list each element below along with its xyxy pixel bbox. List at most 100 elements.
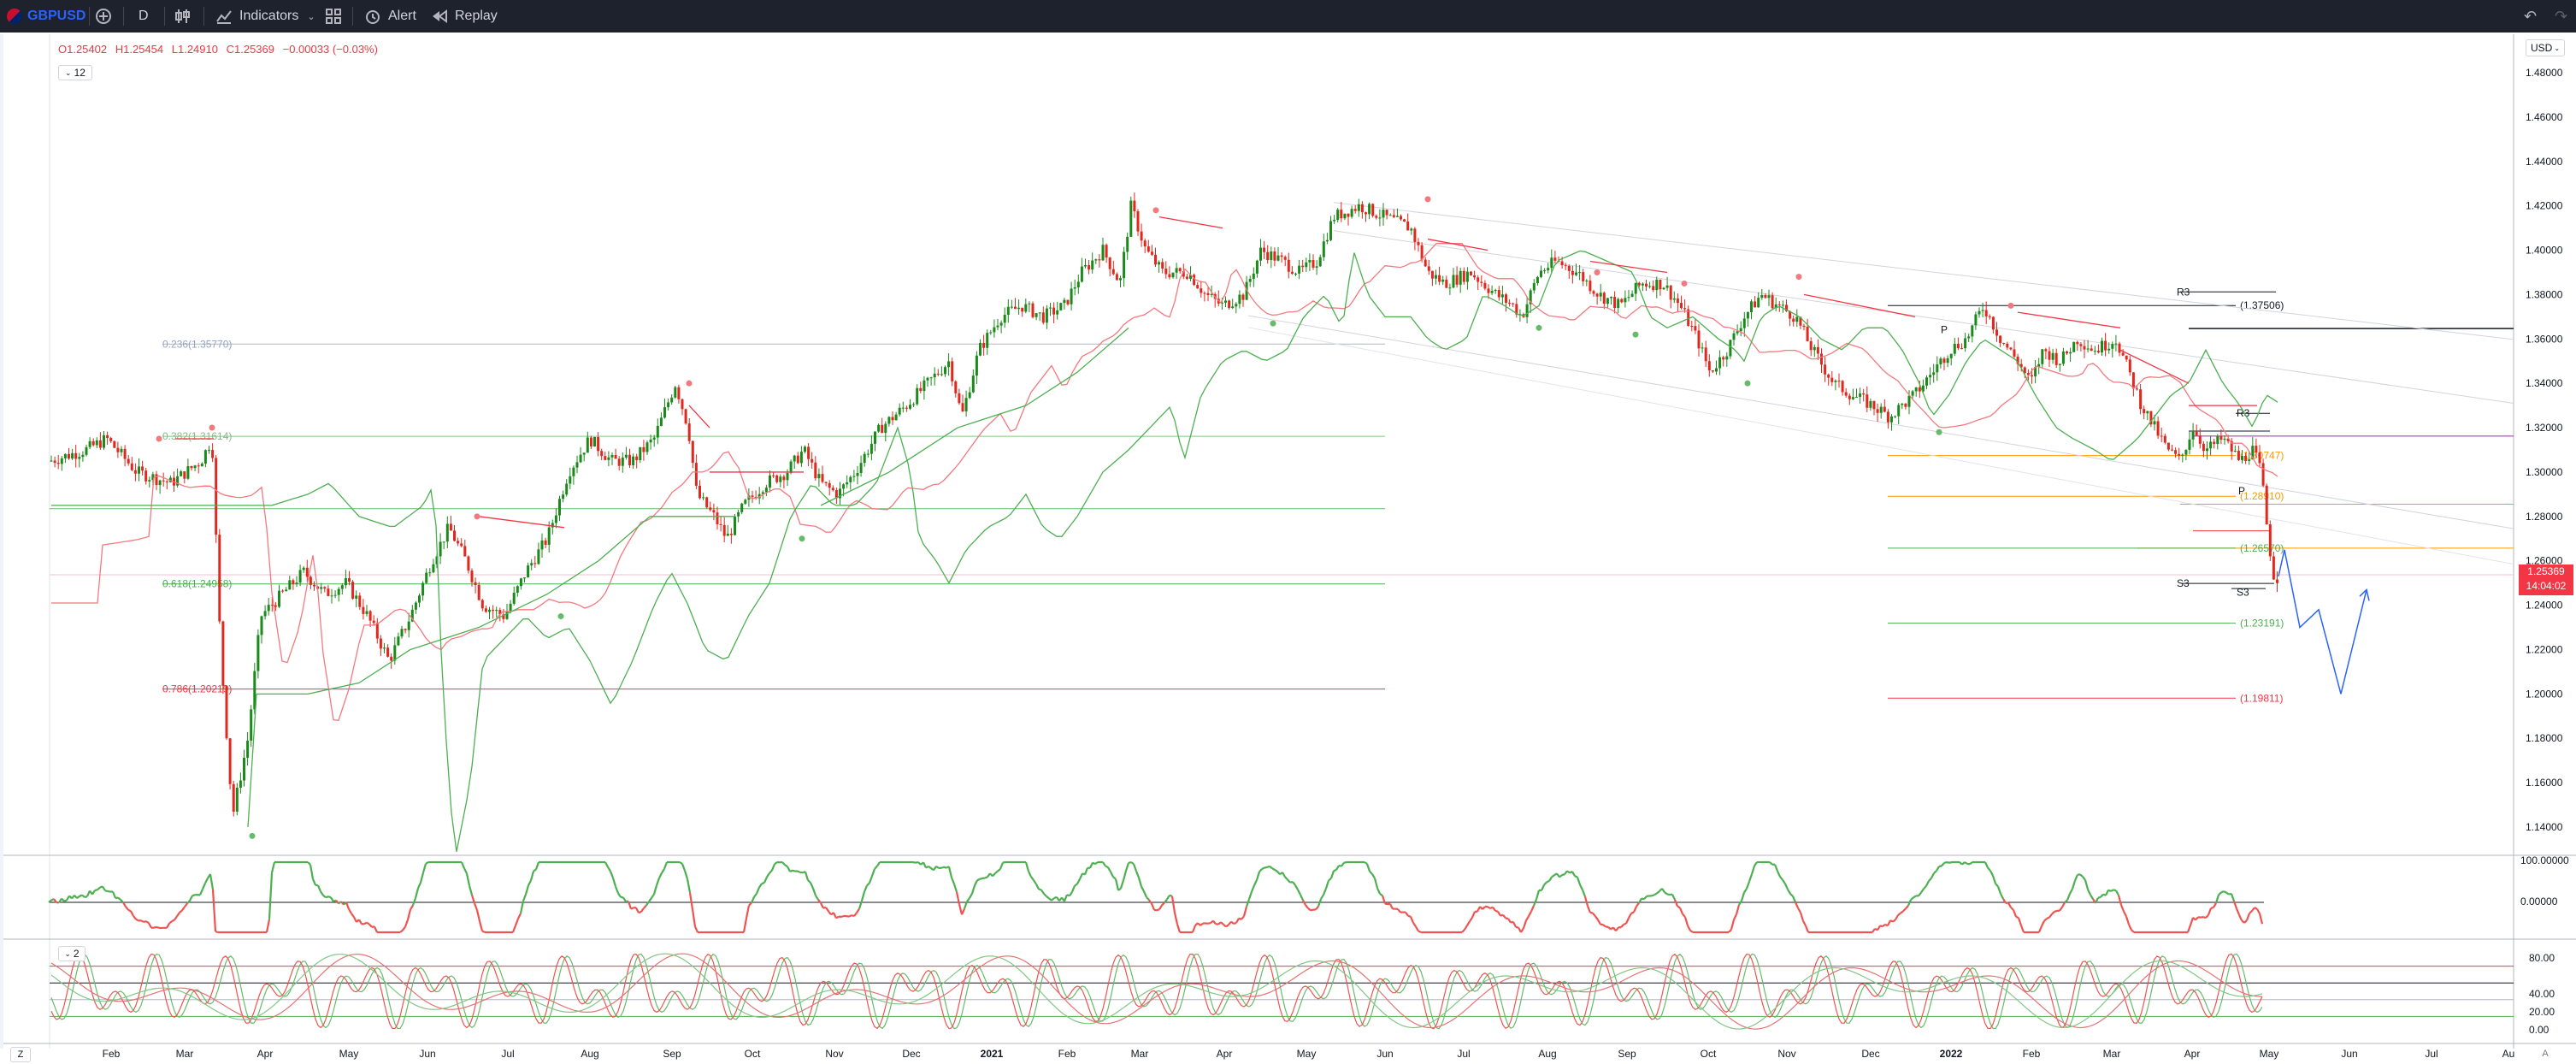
- signal-dot: [1270, 320, 1276, 327]
- chart-type-button[interactable]: [174, 0, 192, 33]
- candle: [1564, 263, 1567, 270]
- candle-body: [621, 457, 624, 466]
- candle: [582, 452, 586, 462]
- osc-segment: [1783, 883, 1789, 890]
- candle: [687, 417, 691, 445]
- osc-segment: [1882, 924, 1886, 928]
- osc-segment: [481, 930, 486, 933]
- candle-body: [649, 439, 652, 443]
- osc-segment: [135, 918, 139, 922]
- candle-body: [597, 436, 600, 452]
- candle: [460, 538, 463, 547]
- candle-body: [1168, 274, 1171, 278]
- candle: [769, 470, 771, 493]
- auto-scale-button[interactable]: A: [2536, 1047, 2555, 1061]
- layouts-button[interactable]: [325, 0, 342, 33]
- candle-body: [1052, 307, 1056, 315]
- candle: [285, 587, 288, 592]
- candle: [1599, 284, 1602, 302]
- price-tick-label: 1.18000: [2526, 732, 2563, 744]
- osc-segment: [1320, 894, 1324, 900]
- alert-button[interactable]: Alert: [364, 0, 416, 33]
- indicators-collapse-toggle[interactable]: ⌄ 12: [58, 65, 92, 80]
- osc-segment: [1750, 865, 1756, 875]
- candle-body: [1630, 293, 1634, 298]
- osc-segment: [804, 871, 810, 881]
- osc-segment: [750, 896, 756, 904]
- osc-segment: [1242, 906, 1248, 917]
- interval-button[interactable]: D: [139, 0, 149, 33]
- candle-body: [2191, 431, 2195, 440]
- candle: [1894, 415, 1897, 418]
- candle: [958, 388, 961, 405]
- signal-dot: [2007, 302, 2014, 309]
- candle: [337, 587, 340, 602]
- time-zoom-button[interactable]: Z: [10, 1047, 31, 1062]
- osc-segment: [1505, 917, 1509, 920]
- candle-body: [1582, 272, 1585, 281]
- candle-body: [2181, 454, 2184, 456]
- osc-segment: [997, 868, 1001, 872]
- candle: [1764, 293, 1767, 299]
- candle: [971, 369, 975, 393]
- fib-618-label: 0.618(1.24958): [162, 578, 232, 590]
- redo-button[interactable]: ↷: [2555, 0, 2567, 33]
- chart-area[interactable]: 1.48000 1.46000 1.44000 1.42000 1.40000 1.380…: [0, 33, 2576, 1064]
- time-label: Mar: [1131, 1048, 1149, 1060]
- currency-selector[interactable]: USD ⌄: [2526, 39, 2565, 56]
- candle: [986, 329, 989, 355]
- osc-segment: [209, 873, 215, 890]
- grid-layout-icon: [326, 9, 341, 24]
- candle: [691, 440, 694, 469]
- candle-body: [95, 440, 98, 446]
- candle-body: [744, 499, 747, 504]
- time-label: Jun: [419, 1048, 435, 1060]
- osc-segment: [2107, 889, 2112, 892]
- candle: [165, 480, 168, 490]
- osc-segment: [2019, 925, 2025, 933]
- candle: [2276, 571, 2278, 593]
- candle: [667, 398, 670, 411]
- candle-body: [148, 480, 151, 482]
- replay-button[interactable]: Replay: [431, 0, 498, 33]
- stoch-collapse-toggle[interactable]: ⌄ 2: [58, 946, 85, 961]
- candle-body: [1480, 281, 1483, 283]
- candle: [2041, 349, 2044, 368]
- candle-body: [881, 424, 884, 434]
- candle: [923, 375, 926, 400]
- candle-body: [1105, 245, 1108, 258]
- candle-body: [215, 458, 218, 535]
- candle-body: [1290, 271, 1294, 275]
- candle: [1641, 282, 1644, 292]
- osc-segment: [1897, 912, 1901, 916]
- time-label: 2022: [1940, 1048, 1963, 1060]
- signal-dot: [1936, 429, 1942, 435]
- compare-button[interactable]: [96, 0, 111, 33]
- indicators-button[interactable]: Indicators ⌄: [215, 0, 315, 33]
- osc-segment: [1666, 893, 1671, 896]
- candle-body: [1417, 241, 1420, 245]
- candle-body: [162, 480, 165, 482]
- candle-body: [442, 541, 445, 543]
- candle: [1967, 334, 1971, 343]
- candle-body: [1115, 274, 1118, 281]
- candle-body: [1066, 299, 1070, 304]
- candle: [919, 381, 923, 393]
- candle: [1981, 302, 1984, 317]
- undo-button[interactable]: ↶: [2524, 0, 2537, 33]
- chart-canvas[interactable]: 1.480001.460001.440001.420001.400001.380…: [0, 33, 2576, 1064]
- candle-body: [828, 482, 831, 488]
- candle: [2136, 386, 2138, 391]
- candle: [929, 376, 933, 386]
- undo-icon: ↶: [2524, 7, 2538, 25]
- candle: [1382, 203, 1385, 226]
- candle: [544, 537, 547, 548]
- candle-body: [519, 578, 522, 587]
- candle: [1038, 312, 1041, 322]
- osc-segment: [2054, 909, 2058, 913]
- candle-body: [1459, 270, 1462, 285]
- symbol-search[interactable]: GBPUSD: [7, 0, 85, 33]
- candle: [2171, 445, 2173, 452]
- osc-segment: [1287, 878, 1291, 884]
- osc-segment: [2071, 880, 2077, 890]
